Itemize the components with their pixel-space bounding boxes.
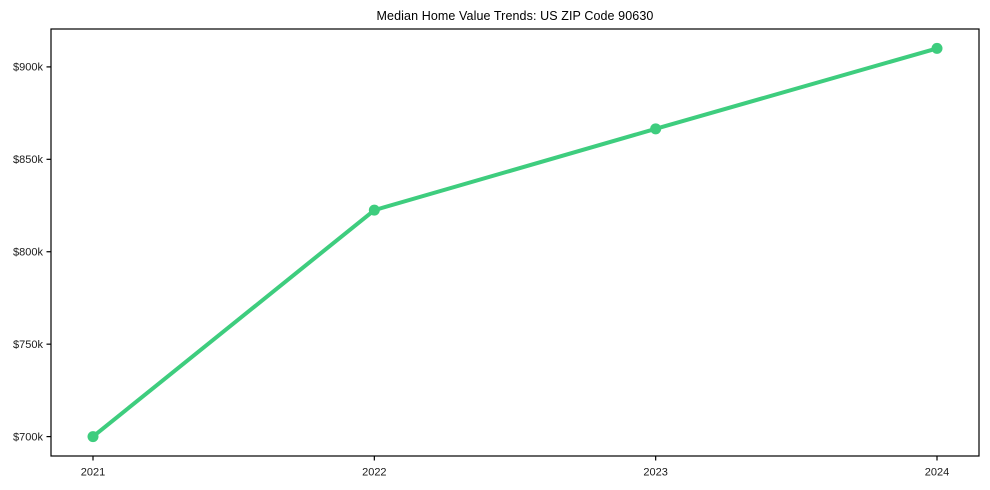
x-tick-label: 2022 bbox=[362, 467, 386, 479]
y-tick-label: $700k bbox=[13, 431, 43, 443]
x-tick-label: 2021 bbox=[81, 467, 105, 479]
data-point-2021 bbox=[87, 431, 99, 443]
data-point-2022 bbox=[368, 204, 380, 216]
y-tick-label: $750k bbox=[13, 339, 43, 351]
data-point-2023 bbox=[650, 123, 662, 135]
x-tick-label: 2024 bbox=[925, 467, 949, 479]
data-point-2024 bbox=[931, 42, 943, 54]
x-tick-label: 2023 bbox=[643, 467, 667, 479]
trend-line bbox=[91, 46, 939, 439]
y-tick-label: $800k bbox=[13, 247, 43, 259]
chart-title: Median Home Value Trends: US ZIP Code 90… bbox=[376, 9, 654, 23]
plot-frame bbox=[50, 28, 980, 457]
y-tick-label: $900k bbox=[13, 62, 43, 74]
y-tick-label: $850k bbox=[13, 154, 43, 166]
